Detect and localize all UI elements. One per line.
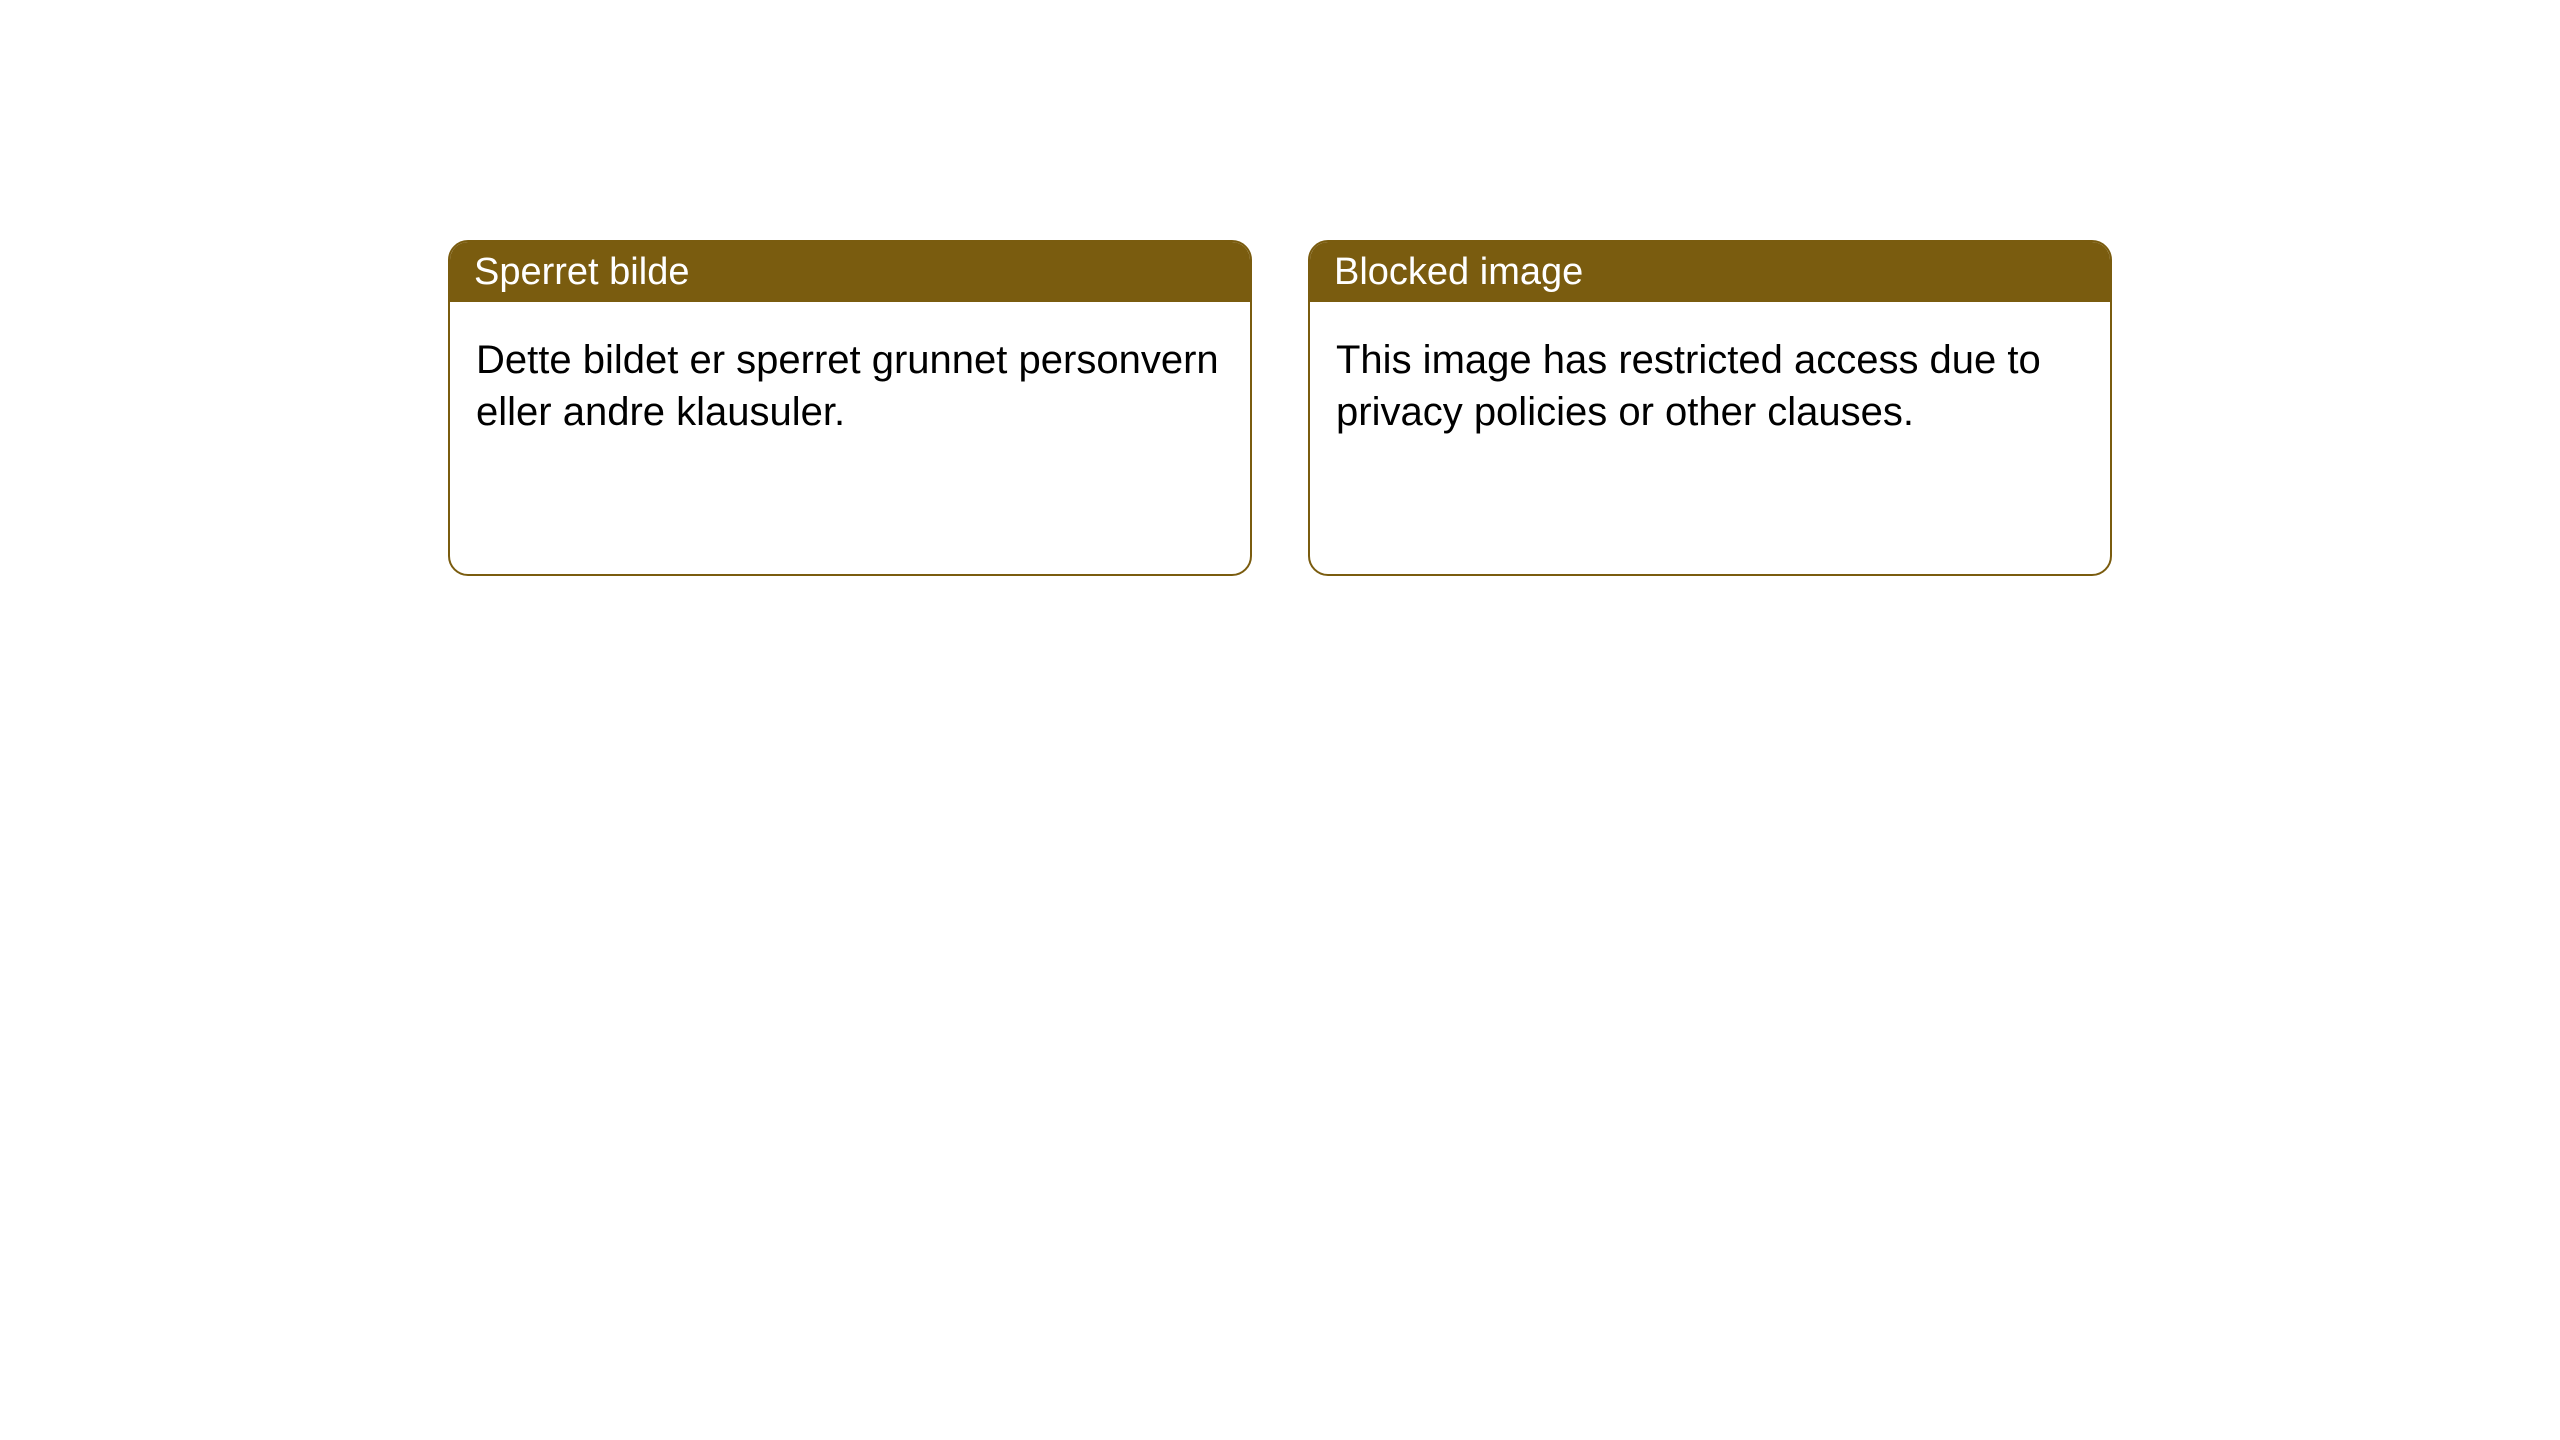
notice-card-english: Blocked image This image has restricted … [1308, 240, 2112, 576]
notice-card-norwegian: Sperret bilde Dette bildet er sperret gr… [448, 240, 1252, 576]
card-body-english: This image has restricted access due to … [1310, 302, 2110, 574]
card-header-english: Blocked image [1310, 242, 2110, 302]
card-body-norwegian: Dette bildet er sperret grunnet personve… [450, 302, 1250, 574]
card-header-norwegian: Sperret bilde [450, 242, 1250, 302]
notice-cards-container: Sperret bilde Dette bildet er sperret gr… [448, 240, 2112, 576]
